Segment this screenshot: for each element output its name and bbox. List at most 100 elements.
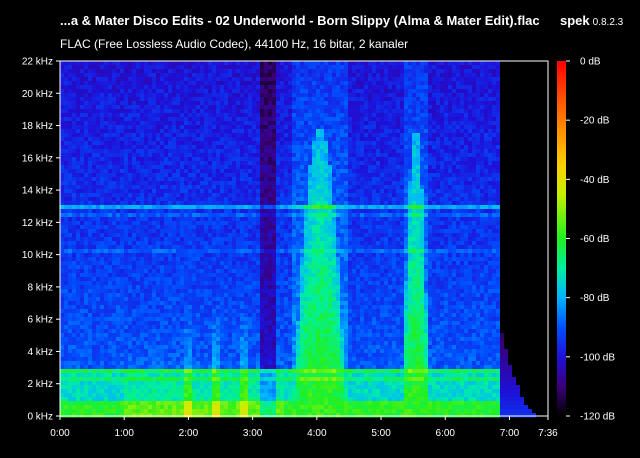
- spectrogram-cell: [280, 185, 285, 190]
- spectrogram-cell: [96, 393, 101, 398]
- spectrogram-cell: [152, 305, 157, 310]
- spectrogram-cell: [88, 125, 93, 130]
- spectrogram-cell: [240, 69, 245, 74]
- spectrogram-cell: [224, 125, 229, 130]
- spectrogram-cell: [68, 281, 73, 286]
- spectrogram-cell: [276, 69, 281, 74]
- spectrogram-cell: [60, 189, 65, 194]
- spectrogram-cell: [116, 89, 121, 94]
- spectrogram-cell: [200, 405, 205, 410]
- spectrogram-cell: [160, 401, 165, 406]
- spectrogram-cell: [132, 181, 137, 186]
- spectrogram-cell: [224, 337, 229, 342]
- spectrogram-cell: [84, 137, 89, 142]
- spectrogram-cell: [104, 109, 109, 114]
- spectrogram-cell: [280, 409, 285, 414]
- spectrogram-cell: [272, 309, 277, 314]
- spectrogram-cell: [88, 209, 93, 214]
- spectrogram-cell: [280, 253, 285, 258]
- spectrogram-cell: [184, 301, 189, 306]
- spectrogram-cell: [252, 193, 257, 198]
- spectrogram-cell: [272, 113, 277, 118]
- spectrogram-cell: [156, 61, 161, 66]
- spectrogram-cell: [92, 229, 97, 234]
- spectrogram-cell: [76, 357, 81, 362]
- spectrogram-cell: [196, 229, 201, 234]
- spectrogram-cell: [60, 409, 65, 414]
- spectrogram-cell: [256, 313, 261, 318]
- spectrogram-cell: [92, 77, 97, 82]
- spectrogram-cell: [100, 161, 105, 166]
- spectrogram-cell: [144, 233, 149, 238]
- spectrogram-cell: [164, 73, 169, 78]
- spectrogram-cell: [252, 325, 257, 330]
- spectrogram-cell: [140, 181, 145, 186]
- spectrogram-cell: [152, 133, 157, 138]
- spectrogram-cell: [144, 205, 149, 210]
- spectrogram-cell: [276, 325, 281, 330]
- spectrogram-cell: [228, 401, 233, 406]
- spectrogram-cell: [276, 189, 281, 194]
- spectrogram-cell: [184, 357, 189, 362]
- spectrogram-cell: [60, 117, 65, 122]
- spectrogram-cell: [232, 185, 237, 190]
- spectrogram-cell: [108, 169, 113, 174]
- spectrogram-cell: [92, 181, 97, 186]
- spectrogram-cell: [164, 141, 169, 146]
- spectrogram-cell: [280, 173, 285, 178]
- spectrogram-cell: [272, 121, 277, 126]
- spectrogram-cell: [116, 397, 121, 402]
- spectrogram-cell: [200, 301, 205, 306]
- spectrogram-cell: [100, 197, 105, 202]
- spectrogram-cell: [236, 193, 241, 198]
- spectrogram-cell: [248, 289, 253, 294]
- spectrogram-cell: [80, 353, 85, 358]
- spectrogram-cell: [156, 233, 161, 238]
- spectrogram-cell: [244, 161, 249, 166]
- spectrogram-cell: [84, 261, 89, 266]
- spectrogram-cell: [68, 141, 73, 146]
- spectrogram-cell: [236, 73, 241, 78]
- spectrogram-cell: [80, 409, 85, 414]
- spectrogram-cell: [60, 237, 65, 242]
- spectrogram-cell: [144, 313, 149, 318]
- spectrogram-cell: [72, 157, 77, 162]
- spectrogram-cell: [248, 413, 253, 418]
- spectrogram-cell: [124, 189, 129, 194]
- spectrogram-cell: [160, 309, 165, 314]
- spectrogram-cell: [72, 237, 77, 242]
- spectrogram-cell: [208, 325, 213, 330]
- spectrogram-cell: [256, 373, 261, 378]
- spectrogram-cell: [196, 397, 201, 402]
- spectrogram-cell: [144, 157, 149, 162]
- spectrogram-cell: [212, 189, 217, 194]
- spectrogram-cell: [88, 361, 93, 366]
- spectrogram-cell: [188, 61, 193, 66]
- spectrogram-cell: [88, 153, 93, 158]
- spectrogram-cell: [152, 141, 157, 146]
- spectrogram-cell: [212, 217, 217, 222]
- spectrogram-cell: [264, 205, 269, 210]
- spectrogram-cell: [192, 257, 197, 262]
- spectrogram-cell: [104, 353, 109, 358]
- spectrogram-cell: [272, 237, 277, 242]
- spectrogram-cell: [268, 77, 273, 82]
- spectrogram-cell: [108, 365, 113, 370]
- spectrogram-cell: [84, 253, 89, 258]
- spectrogram-cell: [272, 153, 277, 158]
- spectrogram-cell: [164, 253, 169, 258]
- spectrogram-cell: [192, 89, 197, 94]
- spectrogram-cell: [216, 285, 221, 290]
- spectrogram-cell: [240, 301, 245, 306]
- spectrogram-cell: [172, 69, 177, 74]
- spectrogram-cell: [68, 105, 73, 110]
- spectrogram-cell: [132, 77, 137, 82]
- spectrogram-cell: [80, 241, 85, 246]
- spectrogram-cell: [84, 369, 89, 374]
- spectrogram-cell: [124, 201, 129, 206]
- spectrogram-cell: [232, 233, 237, 238]
- spectrogram-cell: [96, 149, 101, 154]
- spectrogram-cell: [152, 229, 157, 234]
- spectrogram-cell: [176, 61, 181, 66]
- spectrogram-cell: [168, 73, 173, 78]
